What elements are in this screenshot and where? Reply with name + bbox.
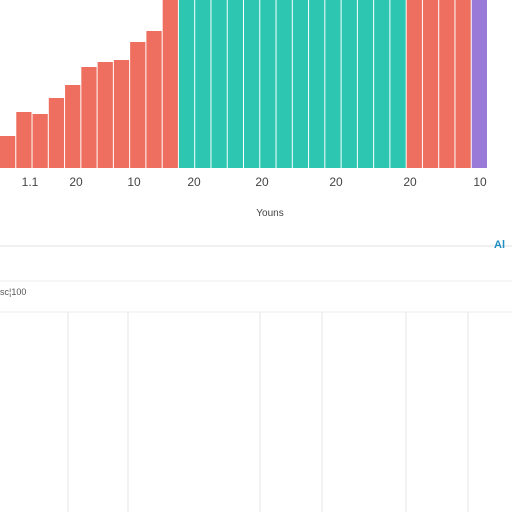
bar-1-1 [195,0,211,168]
bar-2-1 [422,0,439,168]
bar-0-5 [81,67,97,168]
bars [0,0,487,168]
bar-1-13 [390,0,406,168]
bar-1-8 [309,0,325,168]
bar-1-5 [260,0,276,168]
x-tick-label-0: 1.1 [22,175,39,189]
x-tick-label-3: 20 [187,175,201,189]
bar-0-6 [97,62,113,168]
bar-0-1 [16,112,32,168]
side-label: Al [494,239,505,251]
bar-0-0 [0,136,16,168]
x-tick-label-6: 20 [403,175,417,189]
bar-2-0 [406,0,422,168]
bar-1-4 [244,0,260,168]
bar-1-12 [374,0,390,168]
bar-1-2 [211,0,227,168]
bar-3-0 [471,0,487,168]
bar-0-2 [32,114,48,168]
x-tick-label-5: 20 [329,175,343,189]
bar-0-4 [65,85,81,168]
bar-0-10 [162,0,178,168]
bar-1-0 [178,0,195,168]
grid [67,312,469,512]
x-tick-label-2: 10 [127,175,141,189]
bar-0-3 [48,98,65,168]
bar-1-10 [341,0,357,168]
bar-1-7 [292,0,309,168]
x-tick-label-7: 10 [473,175,487,189]
x-tick-label-4: 20 [255,175,269,189]
bar-1-9 [325,0,341,168]
bar-1-3 [227,0,243,168]
x-axis-title: Youns [256,208,283,219]
bar-1-11 [357,0,374,168]
bar-0-8 [130,42,146,168]
bar-0-9 [146,31,162,168]
x-tick-labels: 1.1 20 10 20 20 20 20 10 [22,175,487,189]
bar-1-6 [276,0,292,168]
bar-2-3 [455,0,471,168]
bar-2-2 [439,0,455,168]
bar-0-7 [113,60,130,168]
x-tick-label-1: 20 [69,175,83,189]
secondary-label: sc¦100 [0,287,26,297]
